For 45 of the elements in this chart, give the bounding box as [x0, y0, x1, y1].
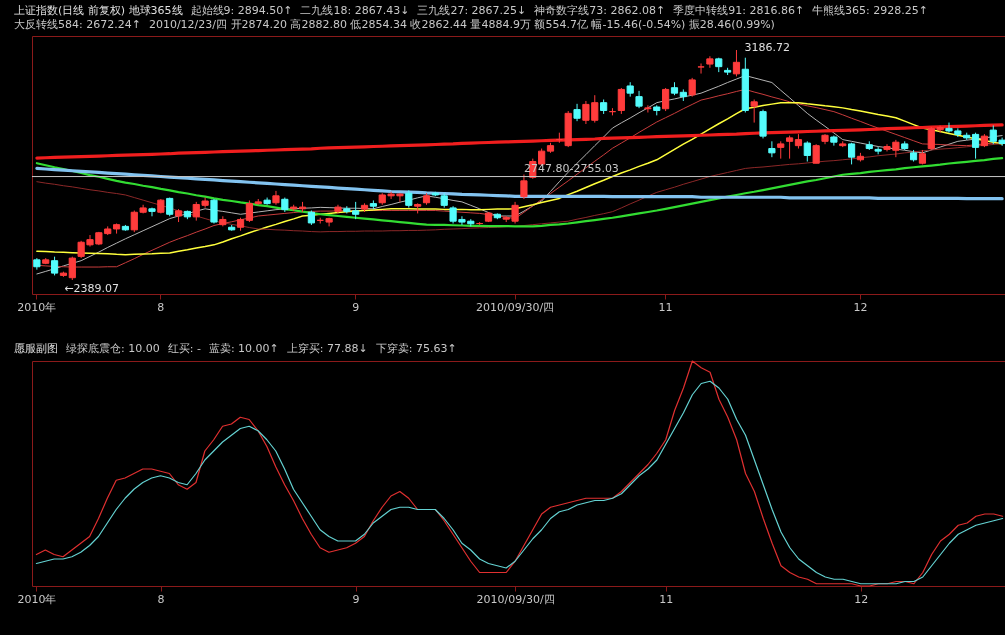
- candlestick: [768, 140, 776, 158]
- x-tick-label: 8: [157, 300, 165, 314]
- candlestick: [786, 135, 794, 160]
- x-tick-label: 8: [157, 592, 165, 606]
- text: 绿探底震仓: 10.00: [66, 342, 160, 356]
- text: 红买: -: [167, 342, 201, 356]
- text: 二九线18: 2867.43↓: [300, 4, 410, 18]
- x-tick-label: 9: [352, 300, 360, 314]
- candlestick: [520, 173, 528, 200]
- x-tick-label: 2010/09/30/四: [476, 592, 555, 606]
- text: 蓝卖: 10.00↑: [208, 342, 279, 356]
- chart-title: 上证指数(日线 前复权) 地球365线: [14, 4, 183, 18]
- text: 下穿卖: 75.63↑: [375, 342, 457, 356]
- candlestick: [750, 99, 758, 124]
- x-tick-label: 2010/09/30/四: [476, 300, 555, 314]
- x-tick-label: 12: [853, 300, 868, 314]
- text: 神奇数字线73: 2862.08↑: [534, 4, 666, 18]
- candlestick: [803, 140, 811, 163]
- x-tick-label: 11: [658, 300, 673, 314]
- text: 三九线27: 2867.25↓: [417, 4, 527, 18]
- x-tick-label: 12: [854, 592, 869, 606]
- x-tick-label: 2010年: [17, 592, 57, 606]
- x-tick-label: 2010年: [17, 300, 57, 314]
- candlestick: [210, 198, 218, 224]
- text: ←2389.07: [64, 282, 120, 295]
- text: 上穿买: 77.88↓: [286, 342, 368, 356]
- candlestick: [50, 256, 59, 276]
- candlestick: [688, 77, 696, 98]
- candlestick: [732, 49, 741, 77]
- candlestick: [245, 199, 253, 223]
- candlestick: [662, 87, 670, 112]
- candlestick: [644, 104, 652, 113]
- text: 起始线9: 2894.50↑: [190, 4, 293, 18]
- text: 2010/12/23/四 开2874.20 高2882.80 低2854.34 收2862.44 量4884.9万 额554.7亿 幅-15.46(-0.54%) 振28.46(0.99%): [148, 18, 775, 32]
- chart-title: 愿服副图: [14, 342, 58, 356]
- annotation: 3186.72: [744, 41, 790, 54]
- candlestick: [617, 87, 625, 115]
- text: 牛熊线365: 2928.25↑: [812, 4, 929, 18]
- x-tick-label: 9: [352, 592, 360, 606]
- x-tick-label: 11: [659, 592, 674, 606]
- text: 季度中转线91: 2816.86↑: [673, 4, 805, 18]
- candlestick: [697, 62, 705, 75]
- text: 大反转线584: 2672.24↑: [14, 18, 141, 32]
- candlestick: [812, 143, 820, 164]
- candlestick: [971, 132, 980, 160]
